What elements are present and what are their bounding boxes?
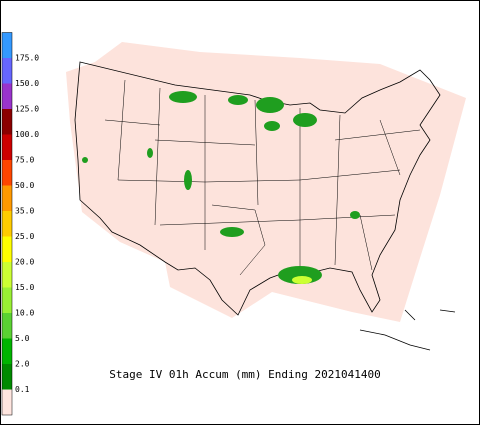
legend-label: 15.0: [15, 283, 34, 292]
legend-label: 10.0: [15, 309, 34, 318]
legend-swatch: [2, 109, 12, 135]
legend-label: 25.0: [15, 232, 34, 241]
legend-swatch: [2, 287, 12, 313]
legend-label: 75.0: [15, 156, 34, 165]
legend-swatch: [2, 313, 12, 339]
legend-label: 125.0: [15, 105, 39, 114]
legend-swatch: [2, 160, 12, 186]
legend-label: 2.0: [15, 360, 30, 369]
legend-label: 100.0: [15, 130, 39, 139]
state-lines: [104, 79, 421, 276]
legend-swatch: [2, 262, 12, 288]
legend-swatch: [2, 134, 12, 160]
map-caption: Stage IV 01h Accum (mm) Ending 202104140…: [109, 368, 381, 381]
legend-swatch: [2, 338, 12, 364]
legend-swatch: [2, 83, 12, 109]
legend-label: 175.0: [15, 54, 39, 63]
legend-label: 35.0: [15, 207, 34, 216]
legend-border: [1, 32, 13, 416]
legend-label: 20.0: [15, 258, 34, 267]
legend-swatch: [2, 364, 12, 390]
legend-label: 50.0: [15, 181, 34, 190]
legend-swatch: [2, 32, 12, 58]
legend-label: 0.1: [15, 385, 30, 394]
legend-swatch: [2, 211, 12, 237]
legend-swatch: [2, 58, 12, 84]
legend-swatch: [2, 236, 12, 262]
color-legend: 0.1 2.0 5.0 10.0 15.0 20.0 25.0 35.0 50.0 75.0 100…: [1, 32, 39, 416]
legend-swatch: [2, 185, 12, 211]
us-outline: [74, 61, 441, 316]
islands: [359, 309, 456, 351]
legend-label: 150.0: [15, 79, 39, 88]
legend-label: 5.0: [15, 334, 30, 343]
precip-areas: [82, 91, 360, 284]
legend-swatch: [2, 389, 12, 415]
analysis-domain: [66, 42, 466, 322]
